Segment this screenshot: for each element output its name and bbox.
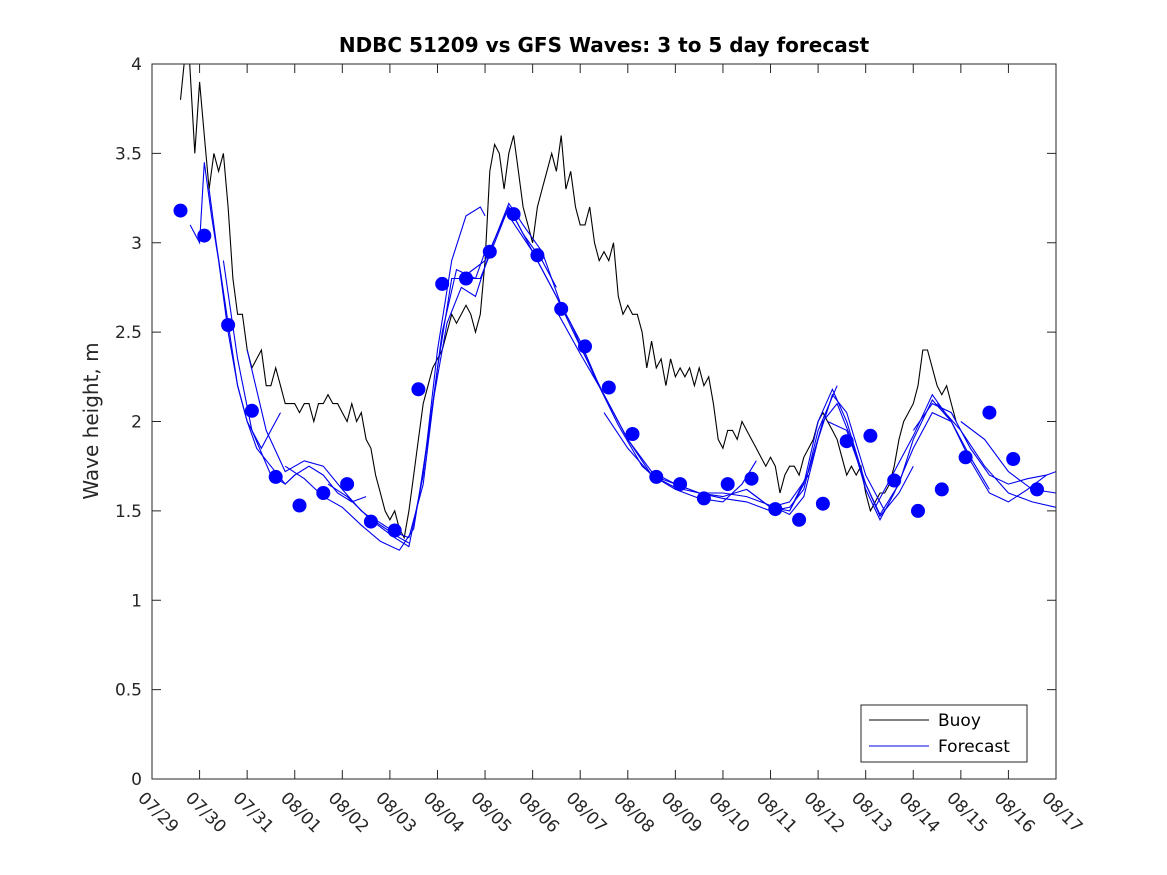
forecast-marker-11 [411,382,426,397]
forecast-marker-24 [720,477,735,492]
forecast-marker-21 [649,469,664,484]
forecast-marker-23 [696,491,711,506]
forecast-series-line-14 [699,393,886,516]
forecast-series-line-11 [555,310,757,503]
forecast-marker-34 [958,450,973,465]
forecast-marker-1 [173,203,188,218]
forecast-marker-25 [744,471,759,486]
forecast-marker-10 [387,523,402,538]
plot-area [173,64,1056,551]
y-tick-label: 2 [131,413,142,433]
forecast-marker-19 [601,380,616,395]
forecast-series-line-16 [789,402,952,522]
forecast-series-line-13 [651,385,838,512]
legend: Buoy Forecast [860,704,1028,763]
forecast-marker-31 [887,473,902,488]
forecast-marker-17 [554,301,569,316]
forecast-series-line-20 [936,403,1056,508]
forecast-marker-37 [1030,482,1044,497]
forecast-series-line-6 [327,206,486,548]
forecast-marker-2 [197,228,212,243]
forecast-series-line-17 [827,399,990,516]
forecast-marker-35 [982,405,997,420]
forecast-marker-4 [244,403,259,418]
forecast-marker-16 [530,248,545,263]
legend-box [860,704,1028,763]
forecast-marker-3 [221,318,236,332]
forecast-marker-20 [625,427,640,441]
forecast-marker-5 [268,469,283,484]
chart-title: NDBC 51209 vs GFS Waves: 3 to 5 day fore… [339,33,870,57]
y-tick-label: 3.5 [115,144,142,164]
forecast-marker-12 [435,276,450,291]
forecast-marker-32 [911,503,925,518]
legend-buoy-label: Buoy [938,711,981,731]
y-tick-label: 3 [131,234,142,254]
forecast-marker-14 [482,244,497,259]
series-group [179,64,1056,551]
y-axis-label: Wave height, m [79,342,103,499]
forecast-marker-30 [863,428,878,443]
y-tick-label: 1 [131,591,142,611]
forecast-marker-9 [363,514,378,529]
y-tick-label: 0.5 [115,681,142,701]
forecast-series-line-19 [912,402,1047,485]
y-tick-label: 1.5 [115,502,142,522]
forecast-marker-33 [934,482,949,497]
y-tick-label: 2.5 [115,323,142,343]
forecast-marker-22 [673,477,688,492]
forecast-marker-26 [768,502,783,517]
forecast-series-line-1 [189,162,281,450]
y-tick-label: 4 [131,55,142,75]
forecast-marker-36 [1006,452,1021,466]
forecast-marker-6 [292,498,307,513]
forecast-marker-18 [578,339,592,354]
legend-forecast-label: Forecast [938,737,1010,757]
forecast-marker-13 [459,271,473,286]
forecast-marker-7 [316,486,331,500]
forecast-marker-8 [340,477,355,492]
y-tick-label: 0 [131,770,142,790]
forecast-marker-15 [506,207,521,222]
forecast-marker-29 [839,434,854,449]
forecast-marker-28 [815,496,830,511]
forecast-marker-27 [792,512,807,527]
